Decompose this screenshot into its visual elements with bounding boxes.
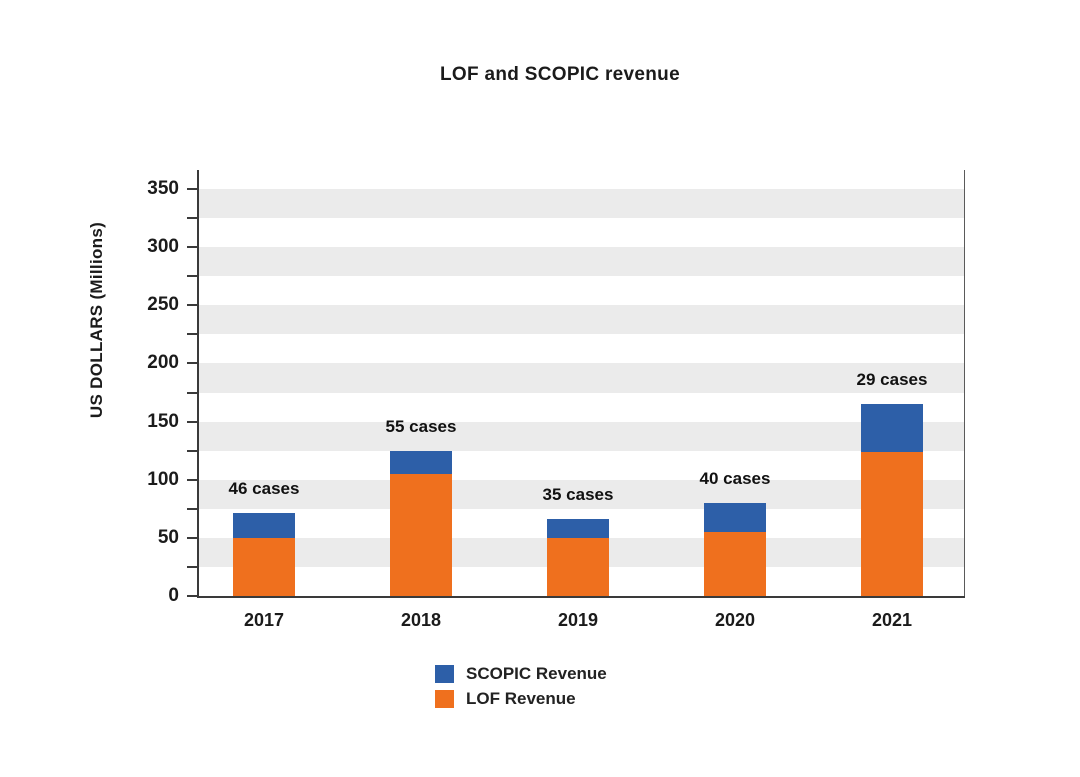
grid-band [199, 479, 964, 509]
bar-segment-lof [861, 451, 923, 596]
grid-band [199, 363, 964, 393]
y-axis-tick [187, 275, 197, 278]
y-axis-tick-label: 200 [147, 352, 179, 374]
plot-area: 0 50 100 150 200 250 300 350 46 cases 2017 55 case… [147, 170, 965, 630]
case-count-label: 46 cases [228, 479, 300, 499]
case-count-label: 35 cases [542, 485, 614, 505]
x-axis-tick-label: 2020 [714, 610, 756, 630]
y-axis-title: US DOLLARS (Millions) [87, 221, 106, 419]
y-axis-tick-label: 150 [147, 410, 179, 432]
grid-band [199, 247, 964, 277]
x-axis-tick-label: 2018 [400, 610, 442, 630]
y-axis-tick [187, 478, 197, 481]
case-count-label: 40 cases [699, 468, 771, 488]
y-axis-line [197, 170, 199, 598]
legend-label-scopic: SCOPIC Revenue [466, 664, 607, 683]
bar-segment-scopic [704, 502, 766, 533]
y-axis-tick [187, 246, 197, 249]
grid-band [199, 421, 964, 451]
plot-right-border [964, 170, 965, 598]
y-axis-tick [187, 449, 197, 452]
bar-segment-scopic [390, 450, 452, 474]
legend-label-lof: LOF Revenue [466, 689, 576, 708]
bar-segment-lof [704, 532, 766, 596]
chart-title: LOF and SCOPIC revenue [440, 64, 680, 85]
y-axis-tick-label: 0 [168, 585, 179, 606]
y-axis-tick-label: 100 [147, 468, 179, 490]
x-axis-tick-label: 2019 [557, 610, 599, 630]
y-axis-tick-label: 300 [147, 236, 179, 258]
grid-band [199, 305, 964, 335]
x-axis-line [197, 596, 965, 598]
y-axis-tick [187, 595, 197, 597]
y-axis-tick [187, 333, 197, 336]
x-axis-tick-label: 2021 [871, 610, 913, 630]
bar-segment-lof [390, 473, 452, 596]
y-axis-tick-label: 250 [147, 294, 179, 316]
y-axis-tick [187, 188, 197, 190]
y-axis-tick [187, 420, 197, 423]
y-axis-tick [187, 391, 197, 394]
y-axis-tick [187, 304, 197, 307]
scopic-color-swatch [435, 665, 454, 683]
y-axis-tick-label: 350 [147, 178, 179, 199]
lof-color-swatch [435, 690, 454, 708]
bar-segment-lof [547, 537, 609, 596]
y-axis-tick [187, 536, 197, 539]
bar-segment-lof [233, 537, 295, 596]
case-count-label: 29 cases [856, 370, 928, 390]
legend-item-lof: LOF Revenue [435, 689, 607, 709]
chart-legend: SCOPIC Revenue LOF Revenue [435, 664, 607, 714]
y-axis-tick [187, 565, 197, 568]
legend-item-scopic: SCOPIC Revenue [435, 664, 607, 684]
y-axis-tick [187, 362, 197, 365]
y-axis-tick [187, 507, 197, 510]
bar-segment-scopic [547, 519, 609, 538]
bar-segment-scopic [861, 404, 923, 452]
bar-segment-scopic [233, 513, 295, 538]
y-axis-tick-label: 50 [157, 526, 179, 548]
case-count-label: 55 cases [385, 416, 457, 436]
y-axis-tick [187, 217, 197, 220]
x-axis-tick-label: 2017 [243, 610, 285, 630]
grid-band [199, 189, 964, 219]
